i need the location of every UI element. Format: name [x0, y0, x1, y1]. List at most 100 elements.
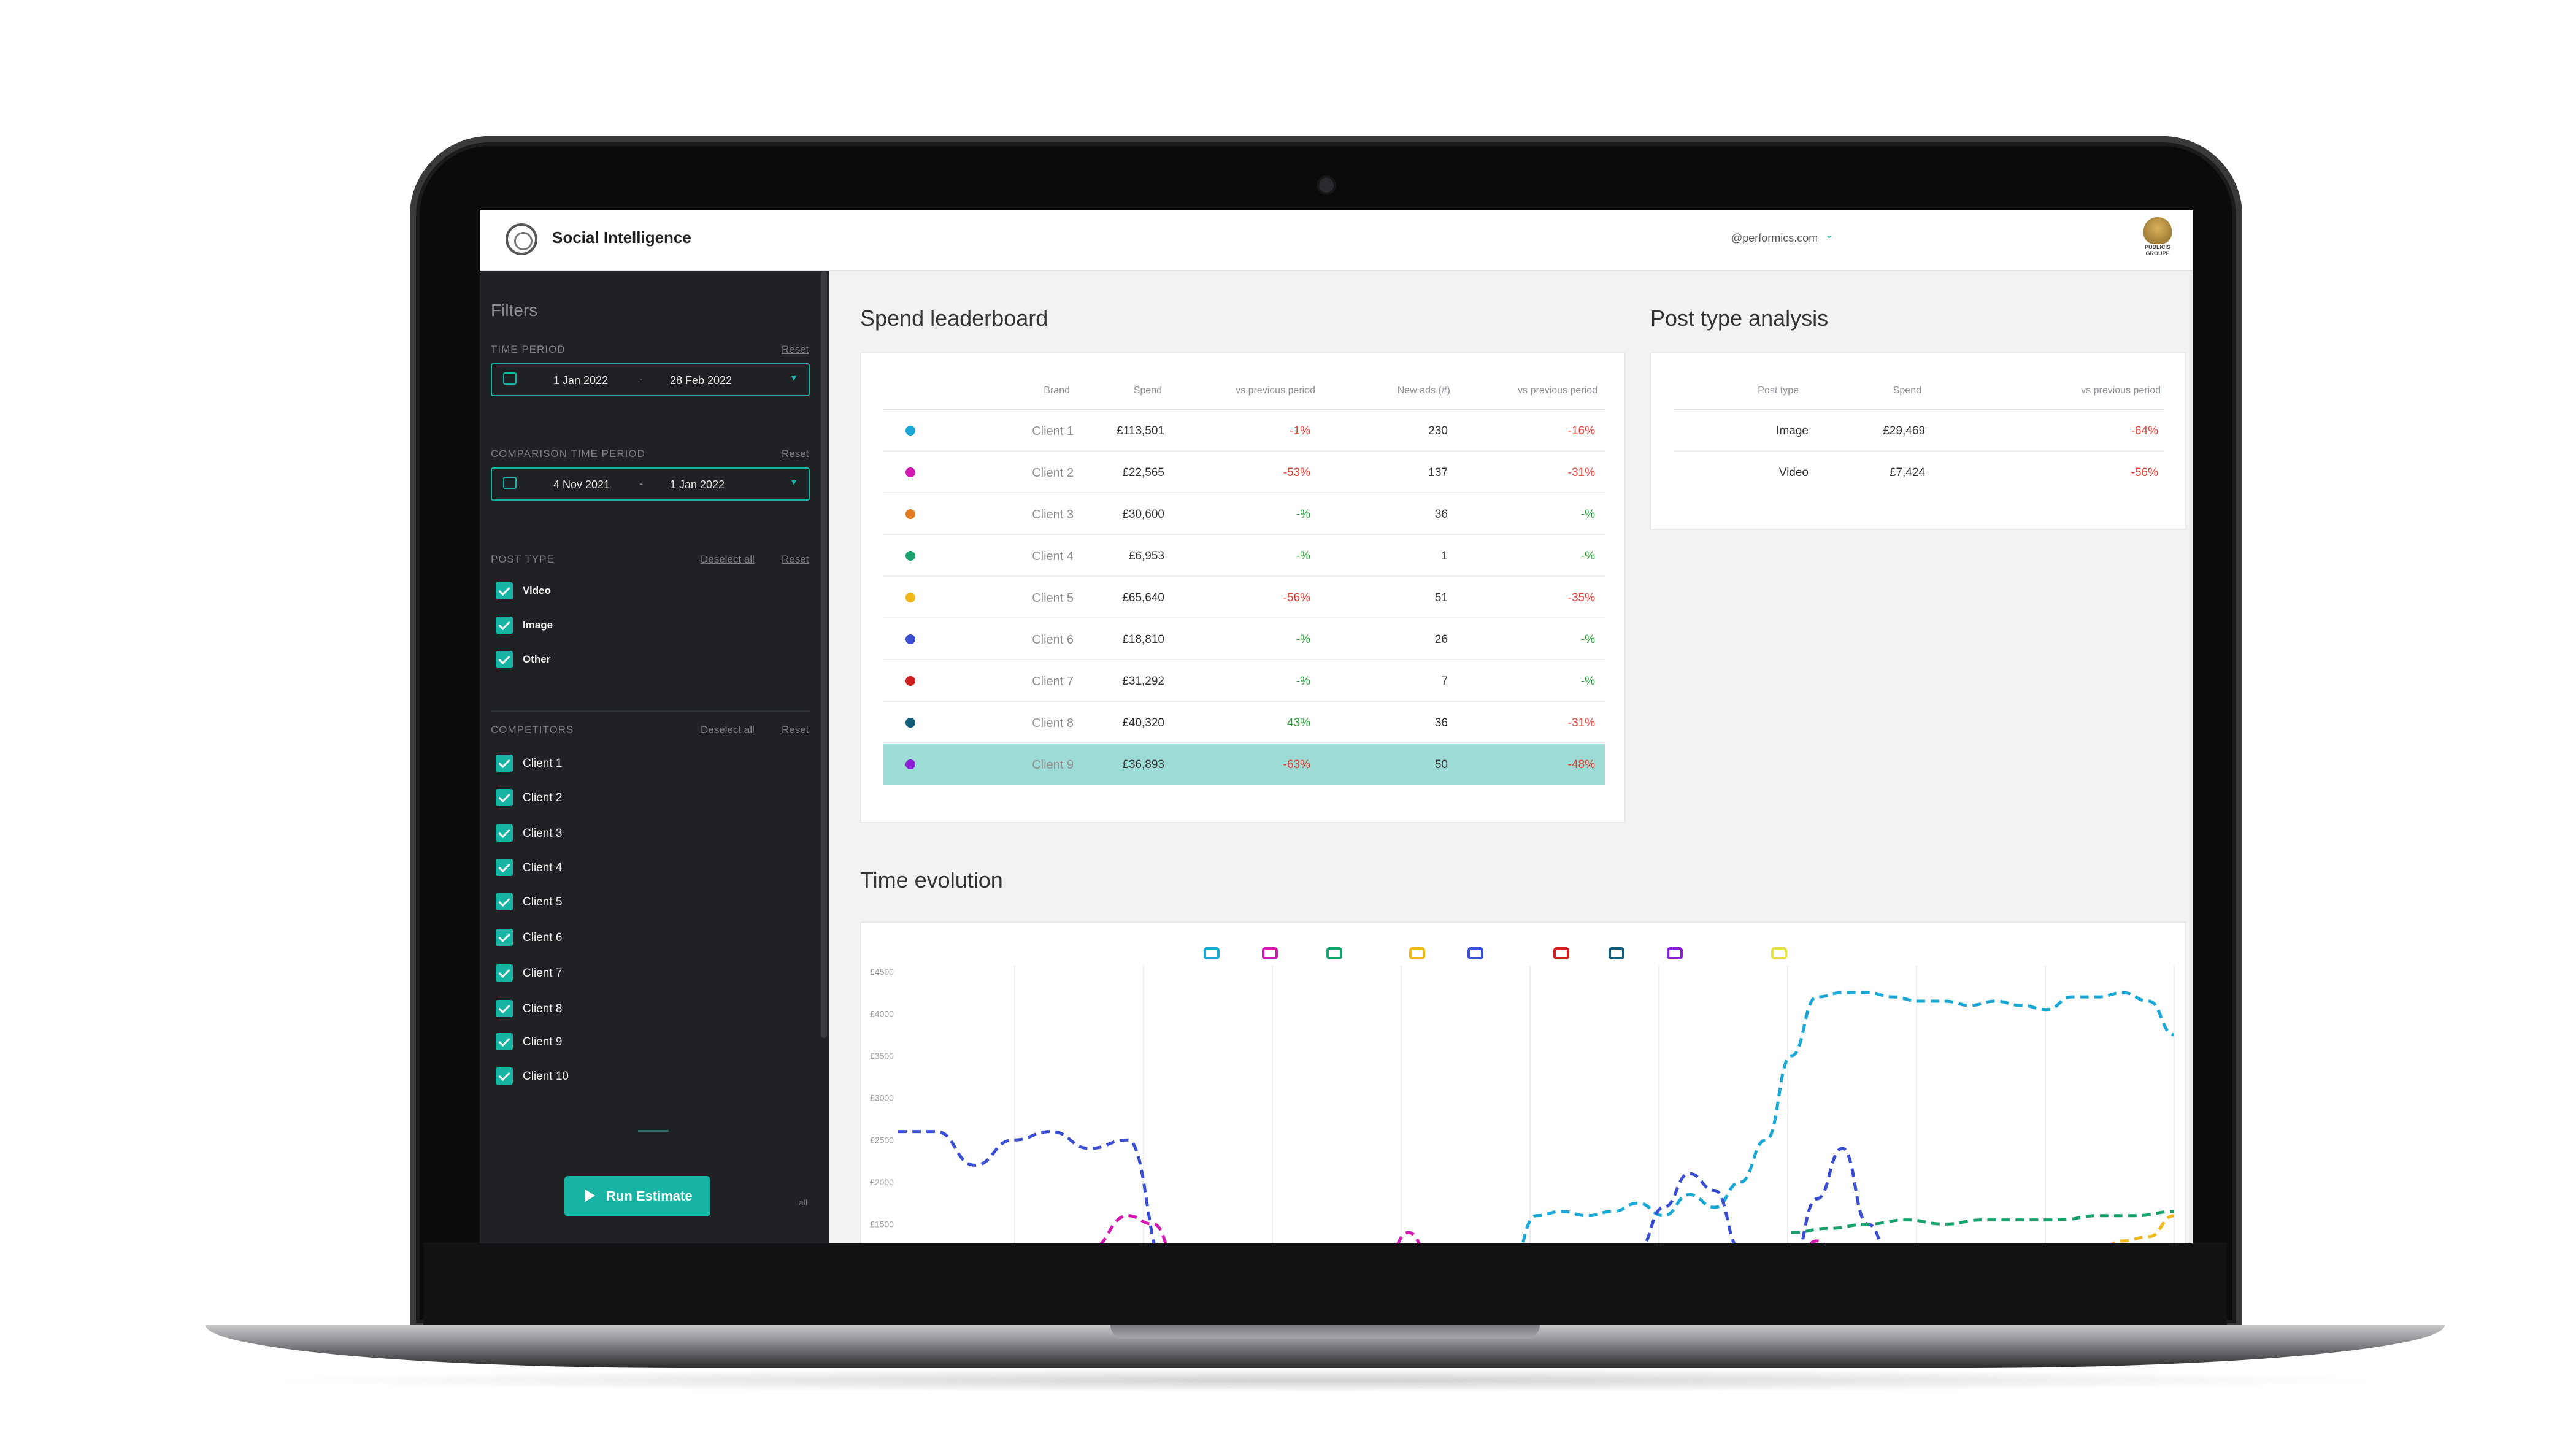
table-row[interactable]: Client 6 £18,810 -% 26 -%	[883, 618, 1605, 660]
comparison-period-reset[interactable]: Reset	[782, 448, 809, 459]
series-line[interactable]	[898, 1130, 1893, 1243]
date-separator: -	[639, 373, 643, 385]
table-row[interactable]: Image £29,469 -64%	[1674, 410, 2164, 452]
vs-spend-cell: -%	[1296, 633, 1310, 646]
col-vs-spend[interactable]: vs previous period	[1236, 385, 1315, 396]
checkbox-checked-icon[interactable]	[496, 964, 513, 982]
legend-swatch[interactable]	[1667, 947, 1683, 959]
checkbox-checked-icon[interactable]	[496, 824, 513, 842]
competitor-label: Client 2	[523, 791, 563, 804]
col-brand[interactable]: Brand	[1044, 385, 1070, 396]
table-row[interactable]: Client 1 £113,501 -1% 230 -16%	[883, 410, 1605, 452]
competitor-label: Client 6	[523, 931, 563, 944]
table-row[interactable]: Client 8 £40,320 43% 36 -31%	[883, 702, 1605, 744]
new-ads-cell: 26	[1434, 633, 1448, 646]
checkbox-checked-icon[interactable]	[496, 651, 513, 668]
col-spend[interactable]: Spend	[1133, 385, 1162, 396]
run-estimate-button[interactable]: Run Estimate	[564, 1176, 710, 1216]
checkbox-checked-icon[interactable]	[496, 1067, 513, 1085]
series-line[interactable]	[962, 1214, 1842, 1243]
post-type-cell: Image	[1776, 425, 1809, 437]
checkbox-checked-icon[interactable]	[496, 859, 513, 876]
competitors-reset[interactable]: Reset	[782, 724, 809, 736]
scrollbar[interactable]	[821, 271, 827, 1038]
dropdown-arrow-icon: ▾	[791, 477, 797, 488]
checkbox-checked-icon[interactable]	[496, 789, 513, 806]
checkbox-checked-icon[interactable]	[496, 929, 513, 946]
filters-heading: Filters	[491, 301, 538, 320]
spend-cell: £6,953	[1128, 550, 1164, 563]
legend-swatch[interactable]	[1204, 947, 1220, 959]
checkbox-checked-icon[interactable]	[496, 755, 513, 772]
brand-cell: Client 4	[1032, 550, 1074, 563]
col-post-type[interactable]: Post type	[1758, 385, 1799, 396]
table-row[interactable]: Video £7,424 -56%	[1674, 452, 2164, 493]
post-type-option-label: Image	[523, 619, 553, 631]
vs-spend-cell: -%	[1296, 508, 1310, 521]
col-new-ads[interactable]: New ads (#)	[1397, 385, 1450, 396]
series-line[interactable]	[1510, 991, 2175, 1243]
brand-cell: Client 7	[1032, 675, 1074, 688]
legend-swatch[interactable]	[1262, 947, 1278, 959]
legend-swatch[interactable]	[1409, 947, 1425, 959]
account-menu[interactable]: @performics.com	[1731, 232, 1818, 244]
table-row[interactable]: Client 2 £22,565 -53% 137 -31%	[883, 452, 1605, 493]
legend-swatch[interactable]	[1553, 947, 1569, 959]
comparison-period-picker[interactable]: 4 Nov 2021 - 1 Jan 2022 ▾	[491, 467, 810, 501]
comparison-period-end: 1 Jan 2022	[670, 479, 725, 491]
y-tick-label: £1500	[870, 1219, 894, 1229]
series-line[interactable]	[2072, 1214, 2175, 1243]
post-type-deselect-all[interactable]: Deselect all	[701, 553, 755, 565]
y-tick-label: £4000	[870, 1009, 894, 1019]
competitor-label: Client 8	[523, 1002, 563, 1015]
checkbox-checked-icon[interactable]	[496, 893, 513, 910]
table-row[interactable]: Client 3 £30,600 -% 36 -%	[883, 493, 1605, 535]
legend-swatch[interactable]	[1609, 947, 1624, 959]
comparison-period-label: COMPARISON TIME PERIOD	[491, 448, 645, 459]
col-spend[interactable]: Spend	[1893, 385, 1921, 396]
section-divider	[491, 710, 810, 712]
table-row[interactable]: Client 5 £65,640 -56% 51 -35%	[883, 577, 1605, 618]
comparison-period-start: 4 Nov 2021	[553, 479, 610, 491]
col-vs-ads[interactable]: vs previous period	[1518, 385, 1598, 396]
spend-cell: £65,640	[1122, 591, 1164, 604]
app-title: Social Intelligence	[552, 228, 691, 247]
y-tick-label: £2500	[870, 1135, 894, 1145]
spend-cell: £31,292	[1122, 675, 1164, 688]
table-row[interactable]: Client 4 £6,953 -% 1 -%	[883, 535, 1605, 577]
legend-swatch[interactable]	[1326, 947, 1342, 959]
post-type-reset[interactable]: Reset	[782, 553, 809, 565]
legend-swatch[interactable]	[1467, 947, 1483, 959]
checkbox-checked-icon[interactable]	[496, 617, 513, 634]
table-row[interactable]: Client 9 £36,893 -63% 50 -48%	[883, 744, 1605, 785]
calendar-icon	[503, 372, 517, 385]
vs-spend-cell: -56%	[2131, 466, 2158, 479]
spend-cell: £18,810	[1122, 633, 1164, 646]
col-vs-spend[interactable]: vs previous period	[2081, 385, 2161, 396]
checkbox-checked-icon[interactable]	[496, 1033, 513, 1050]
dropdown-arrow-icon: ▾	[791, 373, 797, 383]
checkbox-checked-icon[interactable]	[496, 1000, 513, 1017]
post-type-cell: Video	[1778, 466, 1809, 479]
vs-ads-cell: -%	[1580, 508, 1595, 521]
brand-cell: Client 8	[1032, 717, 1074, 730]
series-line[interactable]	[1791, 1210, 2175, 1234]
brand-cell: Client 2	[1032, 466, 1074, 480]
new-ads-cell: 51	[1434, 591, 1448, 604]
spend-leaderboard-title: Spend leaderboard	[860, 306, 1048, 331]
table-row[interactable]: Client 7 £31,292 -% 7 -%	[883, 660, 1605, 702]
post-type-label: POST TYPE	[491, 553, 555, 565]
vs-spend-cell: -%	[1296, 675, 1310, 688]
vs-spend-cell: -64%	[2131, 425, 2158, 437]
competitor-label: Client 3	[523, 827, 563, 840]
vs-ads-cell: -31%	[1567, 717, 1595, 729]
competitors-deselect-all[interactable]: Deselect all	[701, 724, 755, 736]
chevron-down-icon[interactable]: ⌄	[1824, 228, 1834, 240]
time-period-picker[interactable]: 1 Jan 2022 - 28 Feb 2022 ▾	[491, 363, 810, 396]
laptop-shadow	[258, 1368, 2393, 1393]
checkbox-checked-icon[interactable]	[496, 582, 513, 599]
time-period-reset[interactable]: Reset	[782, 344, 809, 355]
post-type-option-label: Other	[523, 653, 551, 665]
time-period-end: 28 Feb 2022	[670, 374, 732, 386]
legend-swatch[interactable]	[1771, 947, 1787, 959]
